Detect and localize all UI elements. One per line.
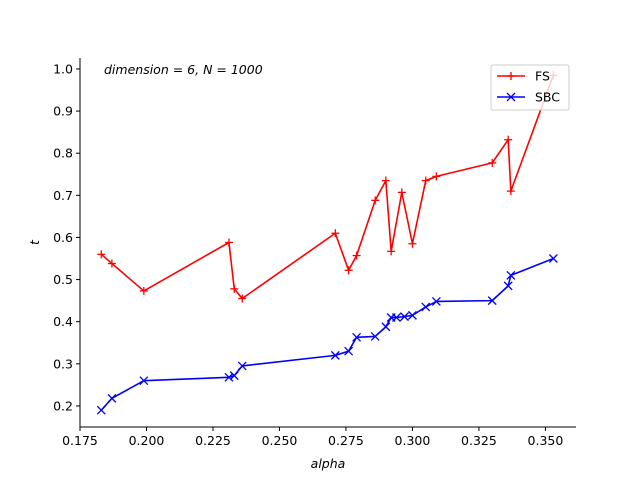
- data-point-sbc: [344, 346, 354, 356]
- legend-entry-fs: FS: [497, 69, 550, 84]
- legend: FS SBC: [490, 64, 570, 111]
- data-point-sbc: [421, 302, 431, 312]
- y-tick-label: 0.9: [53, 104, 73, 119]
- data-point-sbc: [506, 270, 516, 280]
- data-point-sbc: [431, 297, 441, 306]
- legend-marker: [506, 92, 516, 102]
- x-axis-ticks: 0.175 0.200 0.225 0.250 0.275 0.300 0.325 0.350: [62, 427, 563, 448]
- data-point-sbc: [381, 322, 391, 332]
- x-tick-label: 0.300: [395, 433, 431, 448]
- series-fs: [97, 71, 558, 303]
- data-point-fs: [224, 238, 233, 247]
- x-tick-label: 0.200: [129, 433, 165, 448]
- y-axis-label: t: [27, 239, 42, 245]
- x-tick-label: 0.275: [328, 433, 364, 448]
- data-point-fs: [344, 266, 353, 275]
- data-point-sbc: [503, 281, 513, 291]
- data-point-sbc: [96, 405, 106, 415]
- y-tick-label: 0.6: [53, 230, 73, 245]
- x-tick-label: 0.175: [62, 433, 98, 448]
- y-tick-label: 0.8: [53, 146, 73, 161]
- x-tick-label: 0.250: [262, 433, 298, 448]
- data-point-fs: [421, 176, 430, 185]
- data-point-fs: [238, 294, 247, 303]
- data-point-fs: [139, 286, 148, 295]
- data-point-sbc: [487, 296, 497, 306]
- x-tick-label: 0.225: [195, 433, 231, 448]
- data-point-fs: [408, 239, 417, 248]
- y-tick-label: 0.2: [53, 398, 73, 413]
- legend-label: FS: [535, 69, 550, 84]
- data-point-sbc: [224, 372, 234, 382]
- data-point-fs: [371, 196, 380, 205]
- data-point-fs: [331, 229, 340, 238]
- series-line-fs: [100, 74, 555, 300]
- data-point-fs: [488, 158, 497, 167]
- data-point-sbc: [548, 254, 558, 263]
- data-point-fs: [381, 176, 390, 185]
- data-point-sbc: [392, 313, 401, 322]
- x-tick-label: 0.350: [528, 433, 564, 448]
- chart-annotation: dimension = 6, N = 1000: [104, 62, 263, 77]
- y-tick-label: 1.0: [53, 61, 73, 76]
- y-tick-label: 0.4: [53, 314, 73, 329]
- y-tick-label: 0.3: [53, 356, 73, 371]
- y-axis-ticks: 0.2 0.3 0.4 0.5 0.6 0.7 0.8 0.9 1.0: [53, 61, 80, 413]
- data-point-sbc: [400, 312, 409, 322]
- data-point-fs: [97, 250, 106, 259]
- data-point-sbc: [370, 331, 380, 341]
- data-point-fs: [504, 135, 513, 144]
- x-tick-label: 0.325: [461, 433, 497, 448]
- data-point-fs: [352, 251, 361, 260]
- series-layer: [96, 71, 558, 415]
- data-point-sbc: [107, 393, 117, 403]
- series-sbc: [96, 254, 558, 415]
- y-tick-label: 0.7: [53, 188, 73, 203]
- y-tick-label: 0.5: [53, 272, 73, 287]
- data-point-fs: [107, 259, 116, 268]
- data-point-sbc: [139, 376, 149, 386]
- data-point-fs: [506, 187, 515, 196]
- data-point-fs: [230, 284, 239, 293]
- axes-area: [79, 58, 576, 428]
- data-point-sbc: [330, 350, 340, 360]
- legend-marker: [507, 72, 515, 80]
- data-point-sbc: [352, 332, 362, 342]
- x-axis-label: alpha: [311, 456, 346, 471]
- legend-entry-sbc: SBC: [497, 90, 560, 105]
- data-point-sbc: [229, 371, 239, 381]
- data-point-sbc: [237, 361, 247, 371]
- legend-label: SBC: [535, 90, 560, 105]
- data-point-sbc: [407, 310, 417, 320]
- data-point-fs: [397, 188, 406, 197]
- data-point-fs: [432, 172, 441, 181]
- data-point-fs: [387, 247, 396, 256]
